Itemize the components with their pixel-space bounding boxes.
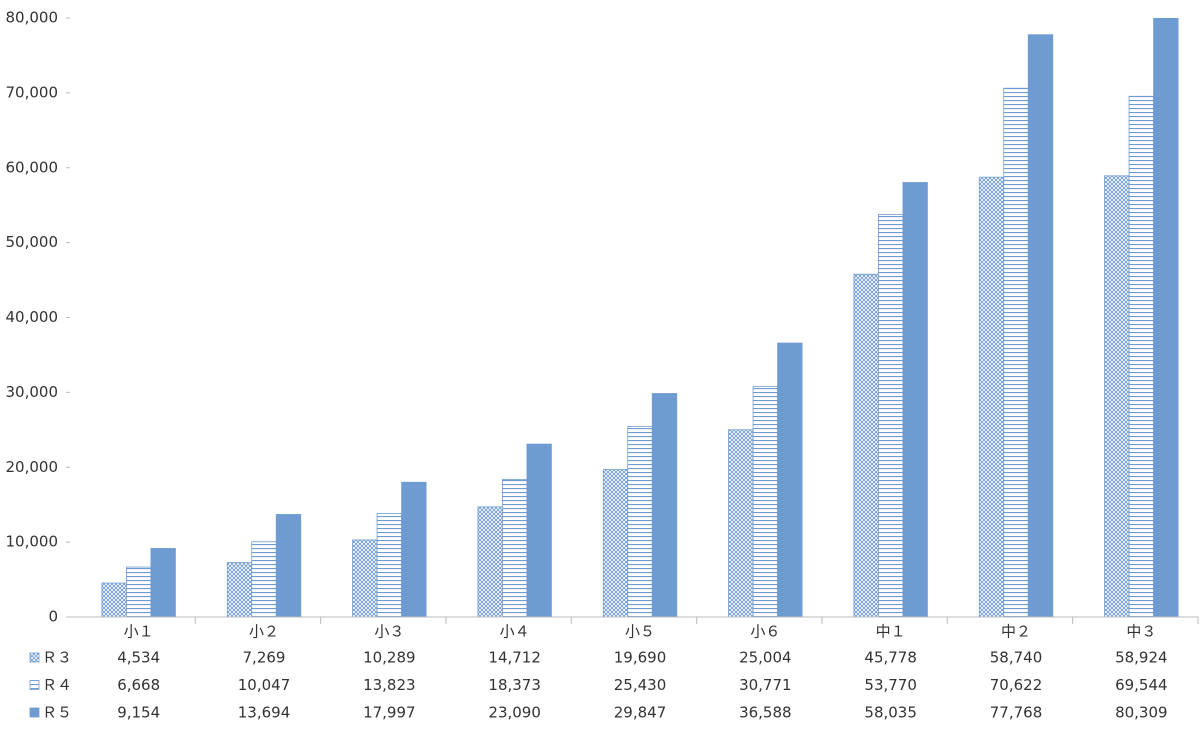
bar: [902, 182, 928, 618]
table-value: 19,690: [614, 649, 667, 667]
bar: [502, 479, 528, 618]
x-tick-label: 中１: [876, 623, 906, 641]
legend-swatch: [29, 680, 40, 690]
table-value: 17,997: [363, 704, 416, 722]
table-value: 80,309: [1115, 704, 1168, 722]
table-value: 14,712: [488, 649, 541, 667]
bar: [651, 393, 678, 618]
table-value: 70,622: [990, 676, 1043, 694]
table-value: 13,823: [363, 676, 416, 694]
table-value: 6,668: [117, 676, 160, 694]
plot-area: [101, 18, 1179, 618]
bar: [878, 213, 904, 618]
table-value: 58,035: [864, 704, 917, 722]
bar: [728, 429, 754, 618]
x-tick-label: 小３: [374, 623, 404, 641]
table-value: 25,430: [614, 676, 667, 694]
table-value: 58,740: [990, 649, 1043, 667]
y-tick-label: 0: [48, 608, 58, 626]
table-value: 25,004: [739, 649, 792, 667]
x-tick-label: 小２: [249, 623, 279, 641]
table-value: 18,373: [488, 676, 541, 694]
y-tick-label: 50,000: [6, 233, 59, 251]
legend-label: Ｒ５: [42, 704, 72, 722]
table-value: 29,847: [614, 704, 667, 722]
table-value: 77,768: [990, 704, 1043, 722]
table-value: 13,694: [238, 704, 291, 722]
y-tick-label: 80,000: [6, 9, 59, 27]
bar: [602, 469, 629, 618]
bar: [150, 548, 176, 618]
bar: [1027, 34, 1054, 618]
bar: [978, 176, 1005, 618]
bar: [376, 513, 402, 618]
table-value: 10,047: [238, 676, 291, 694]
legend-swatch: [29, 652, 40, 663]
bar: [275, 514, 302, 618]
y-tick-label: 10,000: [6, 533, 59, 551]
y-tick-label: 40,000: [6, 308, 59, 326]
table-value: 9,154: [117, 704, 160, 722]
bar: [251, 541, 277, 618]
bar: [101, 582, 127, 618]
bar: [1153, 18, 1179, 618]
table-value: 36,588: [739, 704, 792, 722]
table-value: 58,924: [1115, 649, 1168, 667]
y-tick-label: 70,000: [6, 83, 59, 101]
table-value: 53,770: [864, 676, 917, 694]
bar: [1128, 95, 1154, 618]
x-tick-label: 小４: [500, 623, 530, 641]
table-value: 45,778: [864, 649, 917, 667]
legend-swatch: [29, 707, 40, 718]
y-tick-label: 30,000: [6, 383, 59, 401]
bar: [853, 273, 879, 618]
bar: [401, 481, 427, 618]
bar: [477, 506, 503, 618]
bar: [526, 443, 552, 618]
bar: [1003, 87, 1029, 618]
bar: [352, 539, 378, 618]
x-tick-label: 小５: [625, 623, 655, 641]
table-value: 10,289: [363, 649, 416, 667]
x-tick-label: 小６: [750, 623, 780, 641]
table-value: 23,090: [488, 704, 541, 722]
y-tick-label: 60,000: [6, 158, 59, 176]
bar: [126, 566, 152, 618]
legend-label: Ｒ４: [42, 676, 72, 694]
x-tick-label: 中２: [1001, 623, 1031, 641]
table-value: 30,771: [739, 676, 792, 694]
bar: [627, 426, 653, 618]
table-value: 4,534: [117, 649, 160, 667]
bar: [777, 342, 803, 618]
x-tick-label: 小１: [124, 623, 154, 641]
table-value: 7,269: [243, 649, 286, 667]
bar: [1104, 175, 1130, 618]
bar: [752, 386, 778, 618]
legend-label: Ｒ３: [42, 649, 72, 667]
table-value: 69,544: [1115, 676, 1168, 694]
y-tick-label: 20,000: [6, 458, 59, 476]
bar: [226, 562, 253, 618]
x-tick-label: 中３: [1126, 623, 1156, 641]
